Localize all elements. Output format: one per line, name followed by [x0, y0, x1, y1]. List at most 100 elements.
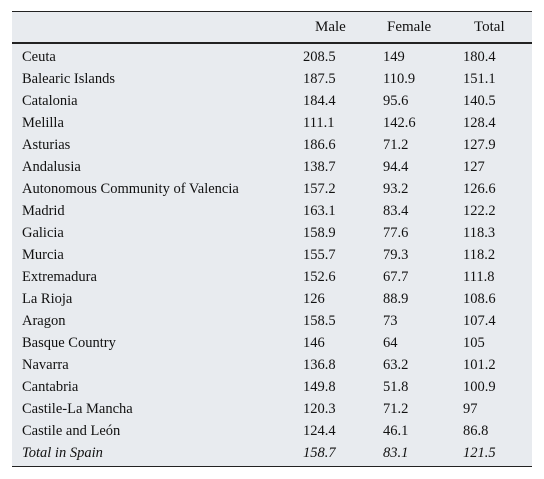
- table-row: Navarra 136.8 63.2 101.2: [12, 354, 532, 376]
- cell-total: 105: [463, 335, 485, 351]
- cell-male: 152.6: [303, 269, 336, 285]
- header-male: Male: [315, 19, 346, 35]
- header-total: Total: [474, 19, 505, 35]
- cell-total: 108.6: [463, 291, 496, 307]
- cell-region: Autonomous Community of Valencia: [22, 181, 239, 197]
- cell-total: 107.4: [463, 313, 496, 329]
- cell-female: 149: [383, 49, 405, 65]
- table-row: Asturias 186.6 71.2 127.9: [12, 134, 532, 156]
- total-female: 83.1: [383, 445, 409, 461]
- table-row: Melilla 111.1 142.6 128.4: [12, 112, 532, 134]
- cell-female: 83.4: [383, 203, 409, 219]
- cell-male: 124.4: [303, 423, 336, 439]
- cell-male: 186.6: [303, 137, 336, 153]
- cell-total: 128.4: [463, 115, 496, 131]
- cell-total: 122.2: [463, 203, 496, 219]
- cell-region: Extremadura: [22, 269, 97, 285]
- total-total: 121.5: [463, 445, 496, 461]
- cell-male: 157.2: [303, 181, 336, 197]
- table-row: Ceuta 208.5 149 180.4: [12, 46, 532, 68]
- cell-male: 149.8: [303, 379, 336, 395]
- table-body: Ceuta 208.5 149 180.4 Balearic Islands 187.5 1…: [12, 46, 532, 442]
- table-row: La Rioja 126 88.9 108.6: [12, 288, 532, 310]
- cell-female: 95.6: [383, 93, 409, 109]
- cell-total: 118.3: [463, 225, 496, 241]
- cell-female: 73: [383, 313, 398, 329]
- cell-male: 126: [303, 291, 325, 307]
- table-row: Murcia 155.7 79.3 118.2: [12, 244, 532, 266]
- cell-female: 142.6: [383, 115, 416, 131]
- cell-male: 163.1: [303, 203, 336, 219]
- cell-region: Ceuta: [22, 49, 56, 65]
- cell-female: 46.1: [383, 423, 409, 439]
- cell-total: 140.5: [463, 93, 496, 109]
- table-header: Male Female Total: [12, 12, 532, 44]
- cell-female: 71.2: [383, 401, 409, 417]
- cell-female: 79.3: [383, 247, 409, 263]
- cell-region: Basque Country: [22, 335, 116, 351]
- cell-region: Murcia: [22, 247, 64, 263]
- cell-total: 100.9: [463, 379, 496, 395]
- data-table: Male Female Total Ceuta 208.5 149 180.4 Bale…: [12, 11, 532, 467]
- cell-region: Andalusia: [22, 159, 81, 175]
- cell-total: 118.2: [463, 247, 496, 263]
- cell-region: Cantabria: [22, 379, 79, 395]
- cell-region: Castile and León: [22, 423, 121, 439]
- cell-male: 111.1: [303, 115, 335, 131]
- cell-male: 187.5: [303, 71, 336, 87]
- cell-female: 51.8: [383, 379, 409, 395]
- cell-female: 77.6: [383, 225, 409, 241]
- cell-total: 126.6: [463, 181, 496, 197]
- table-row: Extremadura 152.6 67.7 111.8: [12, 266, 532, 288]
- cell-female: 93.2: [383, 181, 409, 197]
- table-row: Galicia 158.9 77.6 118.3: [12, 222, 532, 244]
- cell-female: 110.9: [383, 71, 416, 87]
- total-region: Total in Spain: [22, 445, 103, 461]
- cell-total: 86.8: [463, 423, 489, 439]
- cell-male: 158.9: [303, 225, 336, 241]
- table-row: Aragon 158.5 73 107.4: [12, 310, 532, 332]
- cell-female: 64: [383, 335, 398, 351]
- cell-male: 184.4: [303, 93, 336, 109]
- cell-male: 136.8: [303, 357, 336, 373]
- cell-male: 120.3: [303, 401, 336, 417]
- cell-region: La Rioja: [22, 291, 73, 307]
- cell-male: 138.7: [303, 159, 336, 175]
- table-row-total: Total in Spain 158.7 83.1 121.5: [12, 442, 532, 464]
- table-row: Andalusia 138.7 94.4 127: [12, 156, 532, 178]
- cell-region: Catalonia: [22, 93, 78, 109]
- table-row: Castile and León 124.4 46.1 86.8: [12, 420, 532, 442]
- cell-region: Balearic Islands: [22, 71, 116, 87]
- cell-region: Melilla: [22, 115, 64, 131]
- cell-male: 158.5: [303, 313, 336, 329]
- cell-region: Aragon: [22, 313, 66, 329]
- cell-total: 101.2: [463, 357, 496, 373]
- cell-region: Galicia: [22, 225, 64, 241]
- table-row: Catalonia 184.4 95.6 140.5: [12, 90, 532, 112]
- table-row: Castile-La Mancha 120.3 71.2 97: [12, 398, 532, 420]
- cell-total: 151.1: [463, 71, 496, 87]
- cell-female: 94.4: [383, 159, 409, 175]
- cell-total: 127: [463, 159, 485, 175]
- cell-female: 67.7: [383, 269, 409, 285]
- table-row: Autonomous Community of Valencia 157.2 93.…: [12, 178, 532, 200]
- cell-region: Asturias: [22, 137, 71, 153]
- cell-total: 97: [463, 401, 478, 417]
- cell-female: 71.2: [383, 137, 409, 153]
- cell-female: 63.2: [383, 357, 409, 373]
- cell-female: 88.9: [383, 291, 409, 307]
- header-female: Female: [387, 19, 432, 35]
- table-row: Basque Country 146 64 105: [12, 332, 532, 354]
- cell-total: 180.4: [463, 49, 496, 65]
- table-row: Madrid 163.1 83.4 122.2: [12, 200, 532, 222]
- table-row: Cantabria 149.8 51.8 100.9: [12, 376, 532, 398]
- cell-male: 146: [303, 335, 325, 351]
- cell-region: Madrid: [22, 203, 65, 219]
- cell-region: Navarra: [22, 357, 69, 373]
- total-male: 158.7: [303, 445, 336, 461]
- cell-male: 208.5: [303, 49, 336, 65]
- cell-total: 127.9: [463, 137, 496, 153]
- table-row: Balearic Islands 187.5 110.9 151.1: [12, 68, 532, 90]
- cell-region: Castile-La Mancha: [22, 401, 133, 417]
- cell-total: 111.8: [463, 269, 495, 285]
